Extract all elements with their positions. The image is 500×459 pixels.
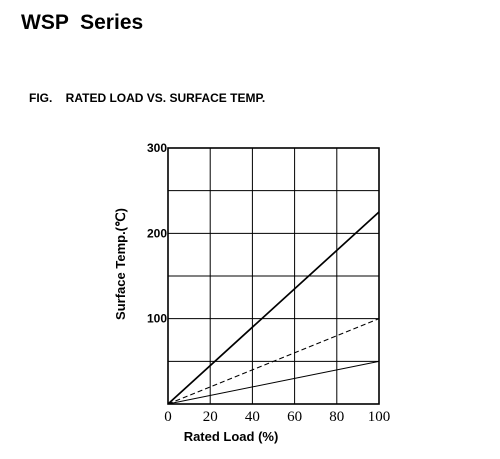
series-line-3: [167, 360, 380, 405]
y-tick-label: 100: [147, 312, 167, 326]
series-line-1: [167, 211, 380, 405]
x-axis-label: Rated Load (%): [184, 429, 279, 444]
x-tick-label: 60: [287, 409, 302, 425]
x-tick-label: 100: [368, 409, 391, 425]
x-tick-label: 40: [245, 409, 260, 425]
page-title: WSP Series: [21, 11, 144, 34]
y-tick-label: 200: [147, 226, 167, 240]
series-line-2: [167, 318, 380, 405]
x-tick-label: 0: [164, 409, 172, 425]
x-tick-label: 80: [329, 409, 344, 425]
x-tick-label: 20: [203, 409, 218, 425]
figure-caption: FIG. RATED LOAD VS. SURFACE TEMP.: [29, 91, 266, 105]
plot-frame: [167, 147, 380, 405]
y-axis-label: Surface Temp.(℃): [113, 208, 128, 320]
y-tick-label: 300: [147, 141, 167, 155]
